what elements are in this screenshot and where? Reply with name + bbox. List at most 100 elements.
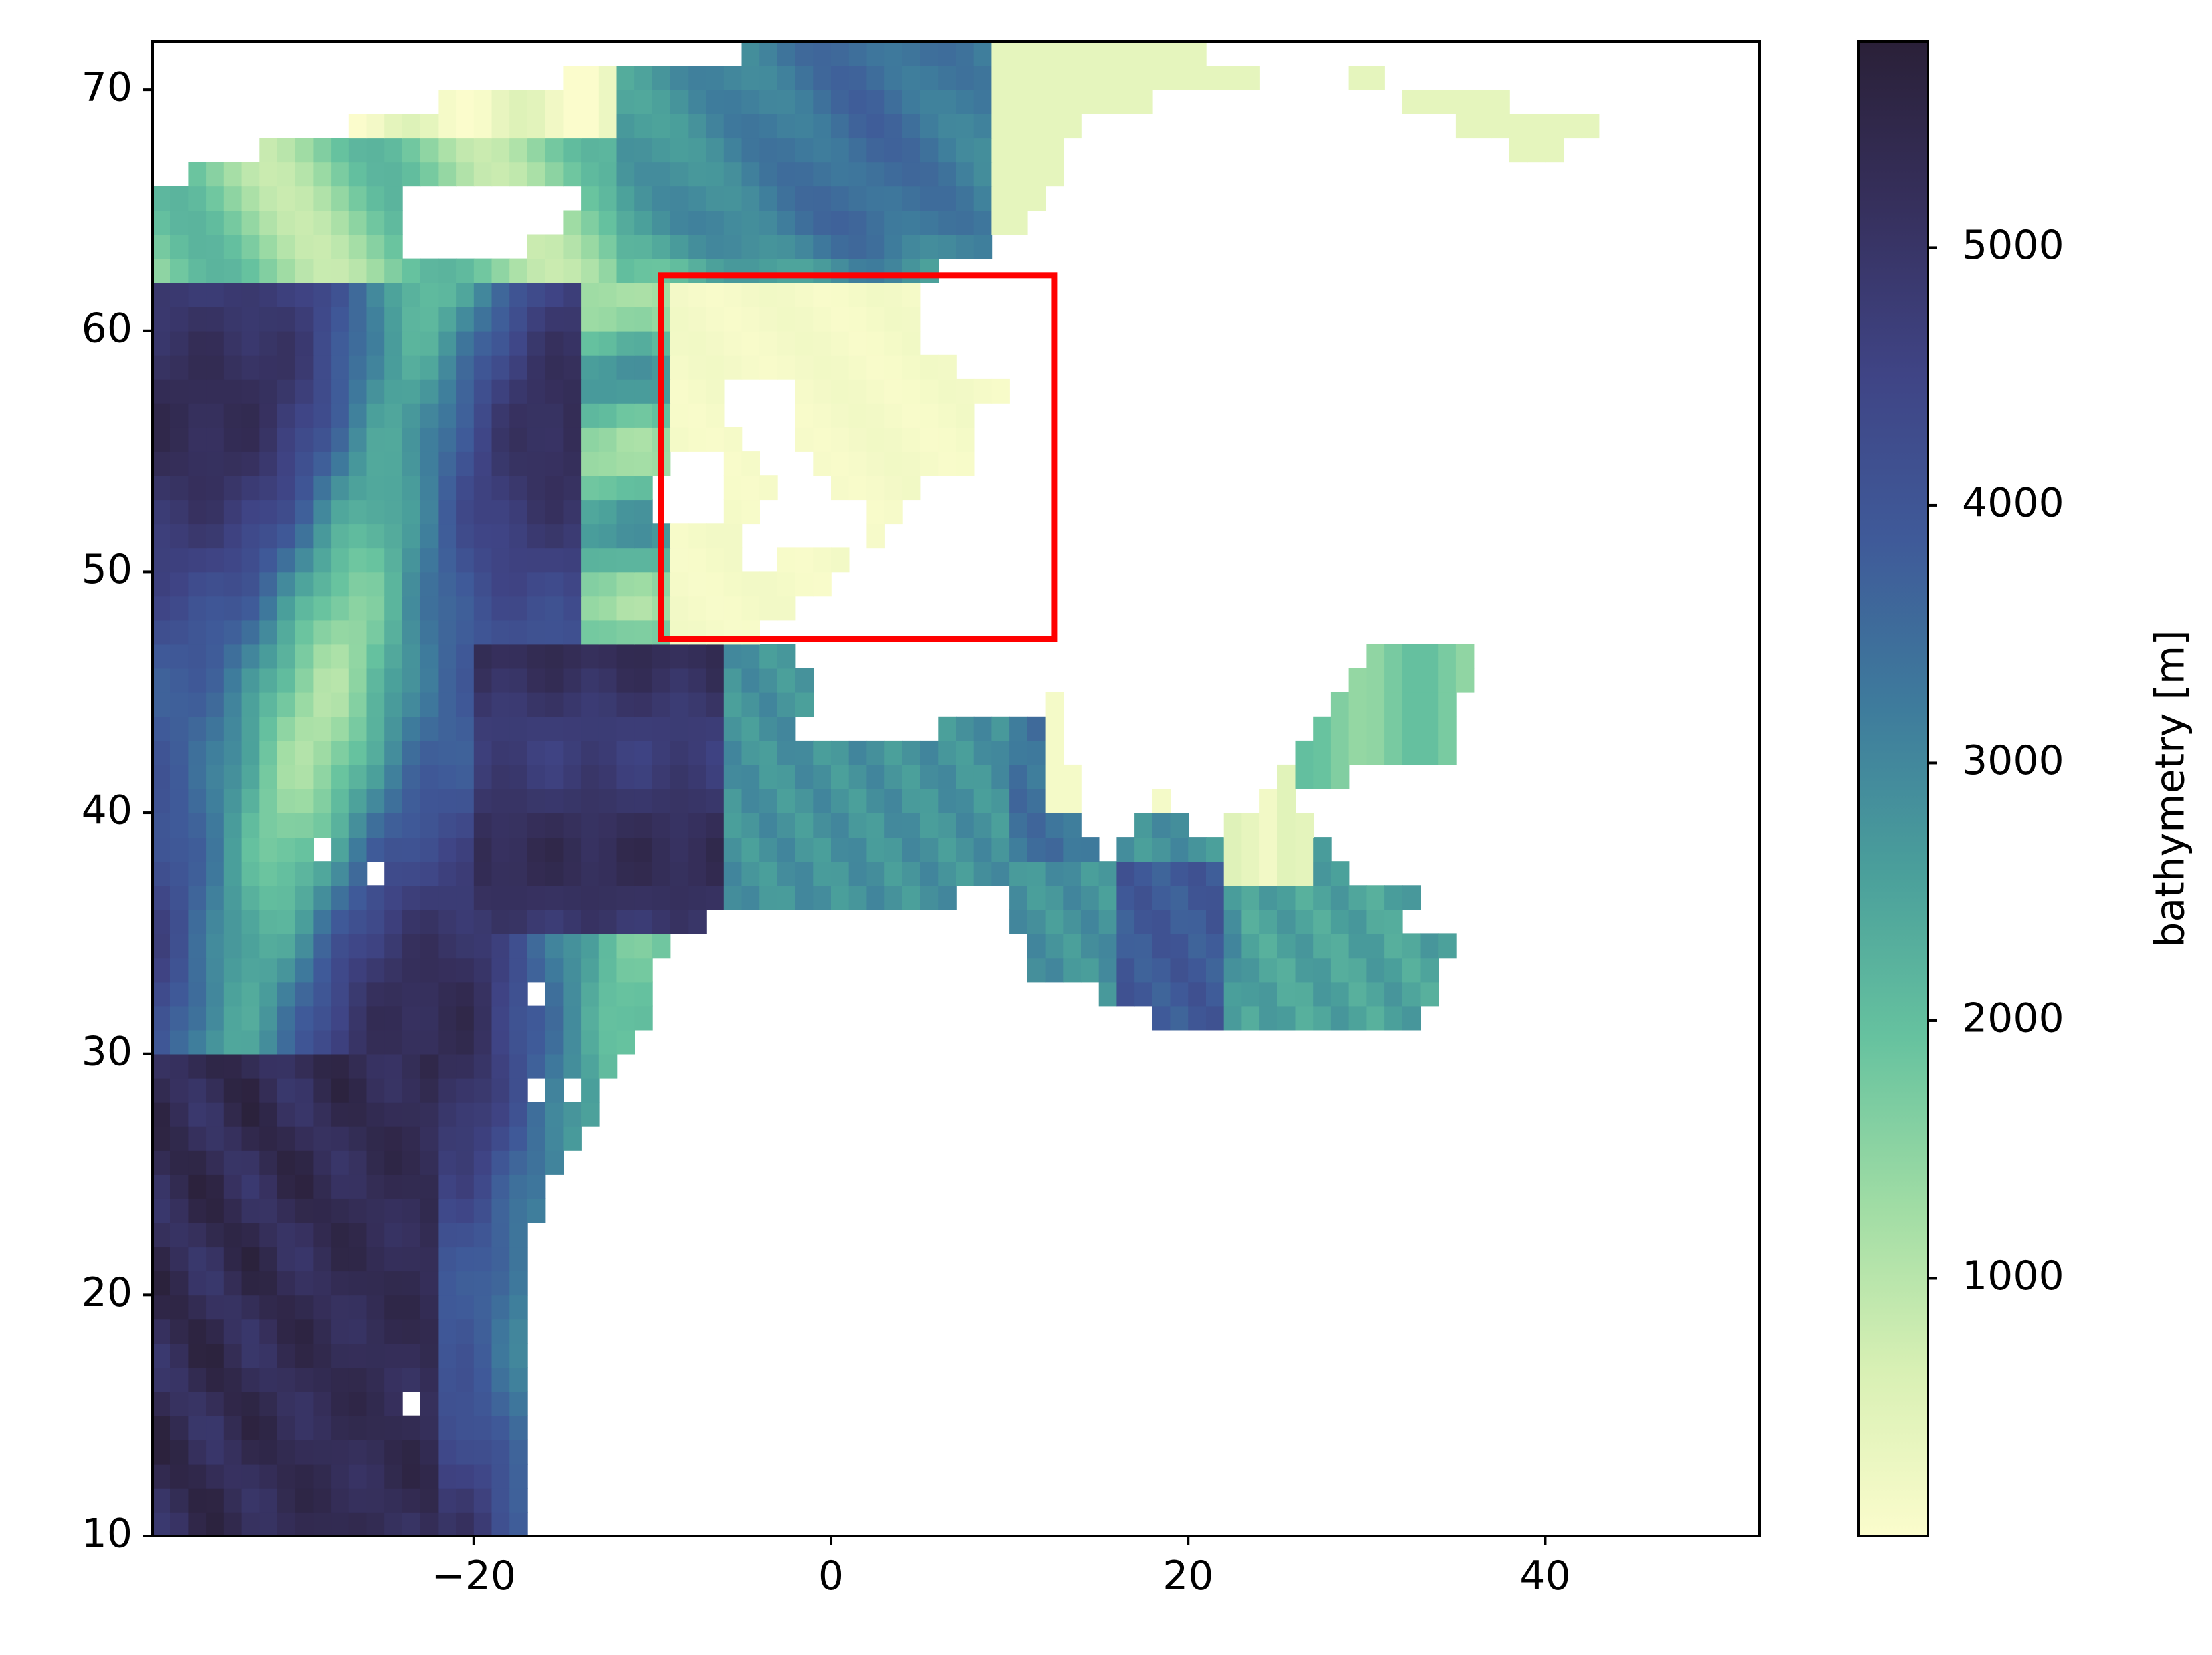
bathymetry-cell xyxy=(1134,933,1153,959)
bathymetry-cell xyxy=(616,258,635,283)
bathymetry-cell xyxy=(188,186,207,211)
bathymetry-cell xyxy=(313,1102,332,1127)
bathymetry-cell xyxy=(795,571,814,597)
bathymetry-cell xyxy=(581,234,600,259)
bathymetry-cell xyxy=(831,258,850,283)
bathymetry-cell xyxy=(384,596,403,621)
bathymetry-cell xyxy=(1259,813,1278,838)
bathymetry-cell xyxy=(1152,66,1171,90)
bathymetry-cell xyxy=(295,861,314,886)
bathymetry-cell xyxy=(616,186,635,211)
bathymetry-cell xyxy=(598,933,618,959)
bathymetry-cell xyxy=(188,499,207,525)
bathymetry-cell xyxy=(456,354,475,380)
bathymetry-cell xyxy=(1116,837,1135,862)
bathymetry-cell xyxy=(581,957,600,983)
bathymetry-cell xyxy=(545,885,564,910)
bathymetry-cell xyxy=(366,596,385,621)
bathymetry-cell xyxy=(420,1295,439,1320)
bathymetry-cell xyxy=(795,764,814,789)
bathymetry-cell xyxy=(1295,885,1314,910)
bathymetry-cell xyxy=(456,90,475,114)
colorbar-ramp xyxy=(1858,41,1928,1536)
bathymetry-cell xyxy=(652,909,671,934)
bathymetry-cell xyxy=(223,1463,243,1489)
bathymetry-cell xyxy=(152,547,171,573)
bathymetry-cell xyxy=(206,1343,225,1368)
bathymetry-cell xyxy=(366,210,385,235)
bathymetry-cell xyxy=(420,1174,439,1199)
bathymetry-cell xyxy=(206,1367,225,1392)
bathymetry-cell xyxy=(545,114,564,139)
bathymetry-cell xyxy=(581,451,600,476)
bathymetry-cell xyxy=(295,1102,314,1127)
bathymetry-cell xyxy=(795,354,814,380)
bathymetry-cell xyxy=(920,258,939,283)
bathymetry-cell xyxy=(509,378,528,404)
bathymetry-cell xyxy=(438,451,457,476)
bathymetry-cell xyxy=(331,1487,350,1513)
bathymetry-cell xyxy=(598,354,618,380)
bathymetry-cell xyxy=(402,789,421,813)
bathymetry-cell xyxy=(188,1511,207,1536)
bathymetry-cell xyxy=(456,668,475,693)
bathymetry-cell xyxy=(652,668,671,693)
bathymetry-cell xyxy=(223,1367,243,1392)
bathymetry-cell xyxy=(331,644,350,669)
bathymetry-cell xyxy=(438,403,457,428)
bathymetry-cell xyxy=(366,354,385,380)
bathymetry-cell xyxy=(831,764,850,789)
bathymetry-cell xyxy=(491,764,510,789)
bathymetry-cell xyxy=(1420,716,1439,741)
bathymetry-cell xyxy=(223,378,243,404)
bathymetry-cell xyxy=(402,740,421,765)
bathymetry-cell xyxy=(438,644,457,669)
bathymetry-cell xyxy=(581,1029,600,1055)
bathymetry-cell xyxy=(456,378,475,404)
bathymetry-cell xyxy=(456,1391,475,1416)
bathymetry-cell xyxy=(563,885,582,910)
bathymetry-cell xyxy=(1009,66,1028,90)
bathymetry-cell xyxy=(509,427,528,452)
bathymetry-cell xyxy=(563,740,582,765)
bathymetry-cell xyxy=(598,547,618,573)
bathymetry-cell xyxy=(456,1319,475,1344)
bathymetry-cell xyxy=(1545,138,1564,163)
bathymetry-cell xyxy=(456,330,475,356)
bathymetry-cell xyxy=(902,66,921,90)
bathymetry-cell xyxy=(563,210,582,235)
bathymetry-cell xyxy=(456,909,475,934)
bathymetry-cell xyxy=(384,1077,403,1103)
bathymetry-cell xyxy=(634,933,653,959)
bathymetry-cell xyxy=(402,861,421,886)
bathymetry-cell xyxy=(170,1319,189,1344)
bathymetry-cell xyxy=(456,716,475,741)
bathymetry-cell xyxy=(384,475,403,501)
bathymetry-cell xyxy=(1402,885,1421,910)
bathymetry-cell xyxy=(473,282,493,307)
bathymetry-cell xyxy=(402,1295,421,1320)
bathymetry-cell xyxy=(188,1319,207,1344)
bathymetry-cell xyxy=(920,114,939,139)
bathymetry-cell xyxy=(813,764,832,789)
bathymetry-cell xyxy=(331,1247,350,1272)
bathymetry-cell xyxy=(920,885,939,910)
bathymetry-cell xyxy=(223,186,243,211)
bathymetry-cell xyxy=(634,258,653,283)
bathymetry-cell xyxy=(206,354,225,380)
bathymetry-cell xyxy=(206,1150,225,1175)
y-tick-label: 30 xyxy=(82,1028,132,1075)
bathymetry-cell xyxy=(884,354,903,380)
bathymetry-cell xyxy=(223,523,243,549)
bathymetry-cell xyxy=(277,330,296,356)
bathymetry-cell xyxy=(598,1005,618,1031)
bathymetry-cell xyxy=(331,668,350,693)
bathymetry-cell xyxy=(170,1463,189,1489)
bathymetry-cell xyxy=(206,692,225,717)
bathymetry-cell xyxy=(420,1102,439,1127)
bathymetry-cell xyxy=(295,1053,314,1079)
bathymetry-cell xyxy=(491,1102,510,1127)
bathymetry-cell xyxy=(420,1077,439,1103)
bathymetry-cell xyxy=(491,668,510,693)
